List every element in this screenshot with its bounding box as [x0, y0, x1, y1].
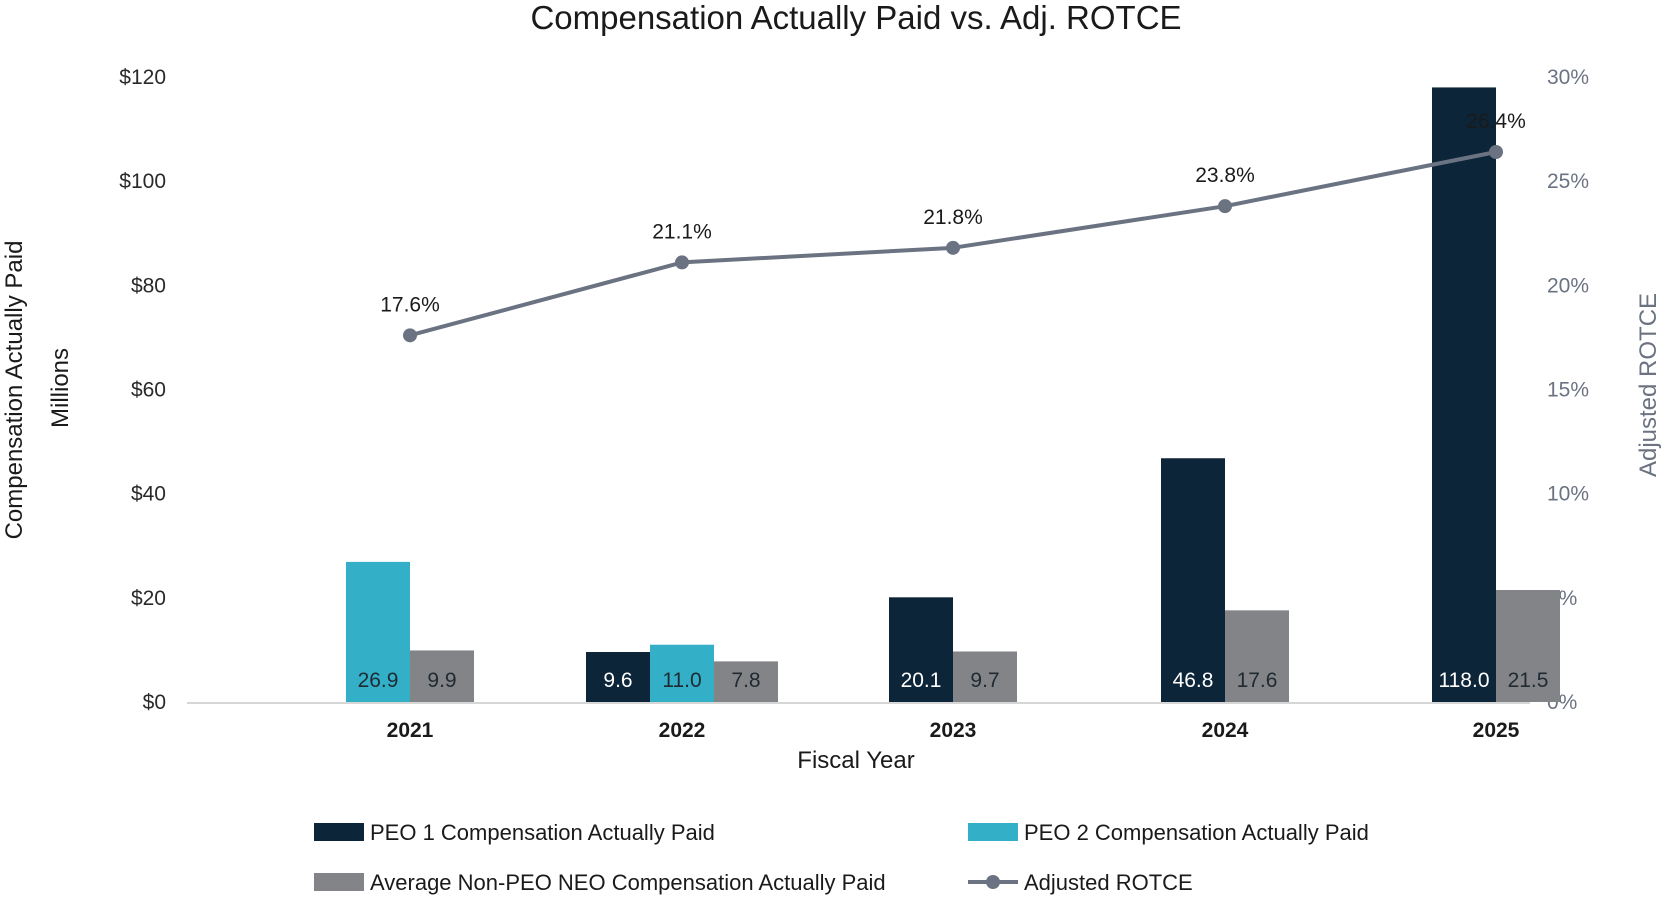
- legend-label: Average Non-PEO NEO Compensation Actuall…: [370, 870, 886, 895]
- bar-series: 26.9 9.9 9.6 11.0 7.8 20.1 9.7 46.8 17.6 118.0 21.…: [346, 87, 1560, 702]
- legend-item: Adjusted ROTCE: [968, 870, 1193, 895]
- bar-data-label: 46.8: [1173, 669, 1214, 692]
- y-tick-label: $20: [131, 587, 166, 610]
- legend-label: PEO 2 Compensation Actually Paid: [1024, 820, 1369, 845]
- y-tick-label: $80: [131, 274, 166, 297]
- legend-swatch: [314, 823, 364, 841]
- rotce-data-label: 21.8%: [923, 206, 983, 229]
- y-axis-ticks: $0 $20 $40 $60 $80 $100 $120: [119, 66, 166, 714]
- bar: [953, 651, 1017, 702]
- x-tick-label: 2023: [930, 719, 977, 742]
- y2-axis-title: Adjusted ROTCE: [1635, 293, 1662, 477]
- bar: [1161, 458, 1225, 702]
- rotce-data-label: 26.4%: [1466, 110, 1526, 133]
- x-tick-label: 2022: [659, 719, 706, 742]
- legend-swatch: [968, 823, 1018, 841]
- legend-marker: [986, 875, 1000, 889]
- rotce-data-label: 21.1%: [652, 220, 712, 243]
- line-series: 17.6% 21.1% 21.8% 23.8% 26.4%: [380, 110, 1526, 343]
- bar-data-label: 9.6: [603, 669, 632, 692]
- rotce-point: [1218, 199, 1232, 214]
- legend-item: Average Non-PEO NEO Compensation Actuall…: [314, 870, 886, 895]
- bar-data-label: 11.0: [662, 669, 701, 692]
- bar: [1225, 610, 1289, 702]
- y2-tick-label: 10%: [1547, 483, 1589, 506]
- y2-tick-label: 30%: [1547, 66, 1589, 89]
- y-tick-label: $40: [131, 483, 166, 506]
- rotce-point: [403, 328, 417, 343]
- y-tick-label: $100: [119, 170, 166, 193]
- y2-tick-label: 20%: [1547, 274, 1589, 297]
- bar-data-label: 9.7: [970, 669, 999, 692]
- bar-data-label: 118.0: [1439, 669, 1490, 692]
- x-axis-title: Fiscal Year: [797, 747, 914, 774]
- rotce-point: [946, 240, 960, 255]
- y-axis-title: Compensation Actually Paid: [1, 241, 28, 540]
- legend-label: PEO 1 Compensation Actually Paid: [370, 820, 715, 845]
- legend-item: PEO 2 Compensation Actually Paid: [968, 820, 1369, 845]
- bar-data-label: 21.5: [1508, 669, 1549, 692]
- y-tick-label: $120: [119, 66, 166, 89]
- x-axis-ticks: 2021 2022 2023 2024 2025: [387, 719, 1520, 742]
- bar: [1432, 87, 1496, 702]
- bar: [410, 650, 474, 702]
- y-tick-label: $0: [143, 691, 166, 714]
- bar: [586, 652, 650, 702]
- x-tick-label: 2024: [1202, 719, 1249, 742]
- bar-data-label: 26.9: [358, 669, 399, 692]
- y-tick-label: $60: [131, 379, 166, 402]
- x-tick-label: 2021: [387, 719, 434, 742]
- y-axis-unit: Millions: [47, 348, 74, 428]
- rotce-data-label: 17.6%: [380, 293, 440, 316]
- x-tick-label: 2025: [1473, 719, 1520, 742]
- rotce-point: [675, 255, 689, 270]
- bar-data-label: 20.1: [901, 669, 942, 692]
- bar: [889, 597, 953, 702]
- rotce-data-label: 23.8%: [1195, 164, 1255, 187]
- y2-tick-label: 25%: [1547, 170, 1589, 193]
- legend-label: Adjusted ROTCE: [1024, 870, 1193, 895]
- bar: [650, 644, 714, 702]
- bar-data-label: 9.9: [427, 669, 456, 692]
- legend-swatch: [314, 873, 364, 891]
- legend: PEO 1 Compensation Actually Paid PEO 2 Co…: [314, 820, 1369, 895]
- bar: [714, 661, 778, 702]
- chart-title: Compensation Actually Paid vs. Adj. ROTC…: [530, 0, 1181, 36]
- legend-item: PEO 1 Compensation Actually Paid: [314, 820, 715, 845]
- bar-data-label: 7.8: [731, 669, 760, 692]
- bar: [1496, 590, 1560, 702]
- rotce-point: [1489, 145, 1503, 159]
- bar-data-label: 17.6: [1237, 669, 1278, 692]
- y2-tick-label: 15%: [1547, 379, 1589, 402]
- bar: [346, 561, 410, 702]
